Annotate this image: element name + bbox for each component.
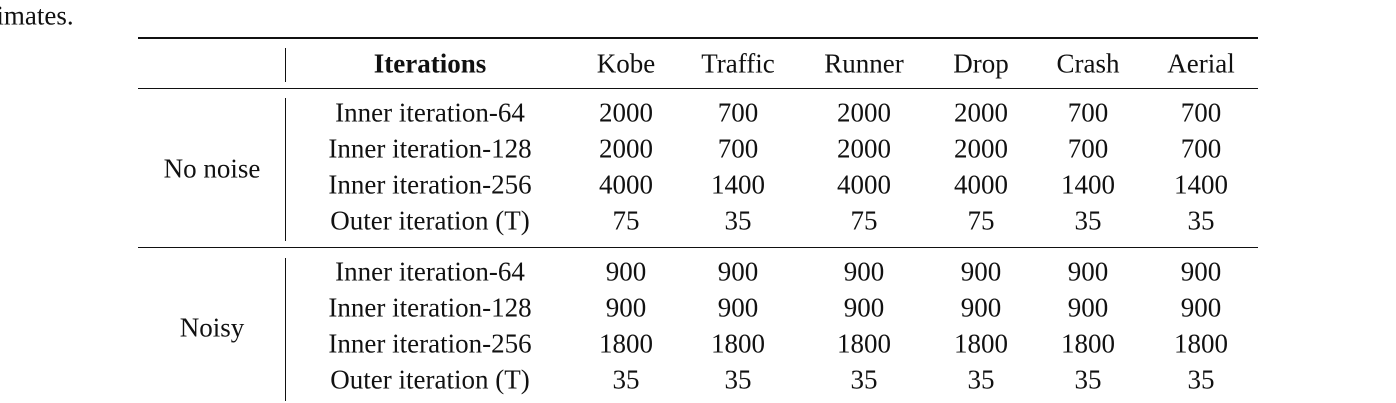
cell: 700 bbox=[717, 97, 759, 128]
cell: 35 bbox=[1074, 205, 1102, 236]
cell: 1800 bbox=[599, 328, 653, 359]
cell: 700 bbox=[1067, 97, 1109, 128]
column-header: Runner bbox=[824, 48, 904, 79]
cell: 1800 bbox=[1174, 328, 1228, 359]
column-header: Crash bbox=[1056, 48, 1120, 79]
group-label: No noise bbox=[163, 153, 261, 184]
cell: 900 bbox=[1180, 292, 1222, 323]
cell: 75 bbox=[612, 205, 640, 236]
cell: 1400 bbox=[1061, 169, 1115, 200]
cell: 900 bbox=[605, 292, 647, 323]
cell: 2000 bbox=[599, 97, 653, 128]
cell: 35 bbox=[850, 364, 878, 395]
cell: 900 bbox=[1067, 292, 1109, 323]
group-rule bbox=[138, 247, 1258, 248]
cell: 2000 bbox=[954, 133, 1008, 164]
cell: 4000 bbox=[599, 169, 653, 200]
cell: 75 bbox=[850, 205, 878, 236]
cell: 4000 bbox=[837, 169, 891, 200]
row-label: Inner iteration-64 bbox=[335, 256, 525, 287]
row-label: Inner iteration-256 bbox=[328, 328, 532, 359]
cell: 900 bbox=[1180, 256, 1222, 287]
cell: 2000 bbox=[954, 97, 1008, 128]
vertical-rule bbox=[285, 258, 286, 401]
cell: 900 bbox=[717, 256, 759, 287]
cell: 35 bbox=[1187, 364, 1215, 395]
cell: 700 bbox=[1067, 133, 1109, 164]
cell: 1400 bbox=[711, 169, 765, 200]
cell: 1800 bbox=[837, 328, 891, 359]
column-header: Drop bbox=[953, 48, 1009, 79]
cell: 4000 bbox=[954, 169, 1008, 200]
column-header: Kobe bbox=[596, 48, 656, 79]
cell: 2000 bbox=[599, 133, 653, 164]
cell: 35 bbox=[724, 205, 752, 236]
cell: 1800 bbox=[1061, 328, 1115, 359]
column-header: Traffic bbox=[701, 48, 775, 79]
row-label: Outer iteration (T) bbox=[330, 364, 530, 395]
cell: 700 bbox=[1180, 97, 1222, 128]
cell: 1400 bbox=[1174, 169, 1228, 200]
cell: 1800 bbox=[711, 328, 765, 359]
cell: 900 bbox=[960, 292, 1002, 323]
cell: 900 bbox=[843, 292, 885, 323]
cell: 700 bbox=[717, 133, 759, 164]
cell: 700 bbox=[1180, 133, 1222, 164]
cell: 75 bbox=[967, 205, 995, 236]
row-label: Outer iteration (T) bbox=[330, 205, 530, 236]
cell: 2000 bbox=[837, 97, 891, 128]
cell: 900 bbox=[960, 256, 1002, 287]
row-label: Inner iteration-256 bbox=[328, 169, 532, 200]
column-header: Aerial bbox=[1167, 48, 1235, 79]
cell: 35 bbox=[612, 364, 640, 395]
cell: 900 bbox=[605, 256, 647, 287]
group-label: Noisy bbox=[179, 312, 245, 343]
caption-fragment: estimates. bbox=[0, 0, 74, 31]
cell: 35 bbox=[1187, 205, 1215, 236]
cell: 35 bbox=[1074, 364, 1102, 395]
vertical-rule bbox=[285, 48, 286, 82]
cell: 1800 bbox=[954, 328, 1008, 359]
cell: 2000 bbox=[837, 133, 891, 164]
cell: 35 bbox=[967, 364, 995, 395]
header-rule bbox=[138, 88, 1258, 89]
row-label: Inner iteration-64 bbox=[335, 97, 525, 128]
top-rule bbox=[138, 37, 1258, 39]
row-label: Inner iteration-128 bbox=[328, 292, 532, 323]
cell: 35 bbox=[724, 364, 752, 395]
cell: 900 bbox=[717, 292, 759, 323]
row-label: Inner iteration-128 bbox=[328, 133, 532, 164]
cell: 900 bbox=[843, 256, 885, 287]
column-header: Iterations bbox=[373, 48, 487, 79]
vertical-rule bbox=[285, 98, 286, 241]
cell: 900 bbox=[1067, 256, 1109, 287]
